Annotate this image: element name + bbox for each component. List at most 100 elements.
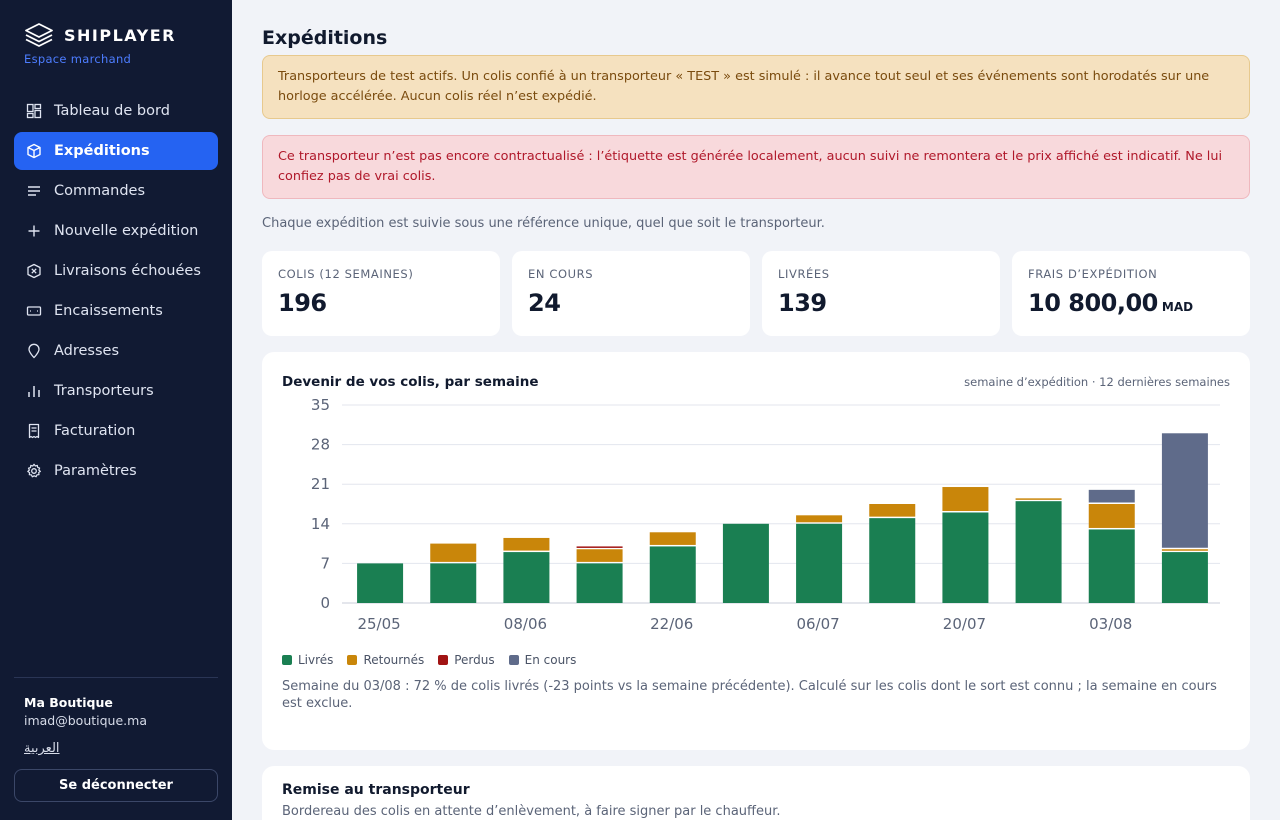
x-tick-label: 06/07 <box>796 615 839 633</box>
bar-segment <box>576 563 623 603</box>
kpi-label: Frais d’expédition <box>1028 267 1158 281</box>
legend-label: Livrés <box>298 653 334 667</box>
x-tick-label: 20/07 <box>943 615 986 633</box>
chart-caption: semaine d’expédition · 12 dernières sema… <box>964 375 1230 389</box>
account-name: Ma Boutique <box>24 695 113 710</box>
bar-segment <box>1088 504 1135 528</box>
kpi-value: 139 <box>778 289 984 317</box>
uncontracted-carrier-alert: Ce transporteur n’est pas encore contrac… <box>262 135 1250 199</box>
sidebar-item-label: Adresses <box>54 343 120 359</box>
y-tick-label: 0 <box>320 594 330 612</box>
bar-segment <box>1088 489 1135 503</box>
bar-segment <box>357 563 404 603</box>
sidebar-item-adresses[interactable]: Adresses <box>14 332 218 370</box>
sidebar-item-transporteurs[interactable]: Transporteurs <box>14 372 218 410</box>
sidebar-item-label: Expéditions <box>54 143 150 159</box>
x-tick-label: 25/05 <box>357 615 400 633</box>
kpi-label: En cours <box>528 267 594 281</box>
bar-segment <box>869 518 916 603</box>
legend-label: Retournés <box>363 653 425 667</box>
bar-segment <box>1161 552 1208 603</box>
weekly-outcome-chart: 0 7 14 21 28 35 25/05 08/06 22/06 06/07 20/07 03/08 <box>311 396 1220 633</box>
sidebar-item-tableau-de-bord[interactable]: Tableau de bord <box>14 92 218 130</box>
sidebar-item-label: Livraisons échouées <box>54 263 201 279</box>
chart-title: Devenir de vos colis, par semaine <box>282 374 539 390</box>
sidebar-item-label: Commandes <box>54 183 146 199</box>
kpi-unit: MAD <box>1161 300 1194 314</box>
handover-subtitle: Bordereau des colis en attente d’enlèvem… <box>282 804 781 819</box>
bar-segment <box>576 549 623 562</box>
sidebar-item-commandes[interactable]: Commandes <box>14 172 218 210</box>
kpi-value: 24 <box>528 289 734 317</box>
sidebar-item-label: Transporteurs <box>54 383 154 399</box>
logout-button[interactable]: Se déconnecter <box>14 769 218 802</box>
sidebar-item-expeditions[interactable]: Expéditions <box>14 132 218 170</box>
sidebar-item-label: Nouvelle expédition <box>54 223 199 239</box>
sidebar-item-label: Paramètres <box>54 463 137 479</box>
sidebar-nav: Tableau de bord Expéditions Commandes No… <box>14 92 218 492</box>
sidebar-item-label: Tableau de bord <box>54 103 170 119</box>
y-tick-label: 35 <box>311 396 330 414</box>
receipt-icon <box>26 423 42 439</box>
test-carriers-alert: Transporteurs de test actifs. Un colis c… <box>262 55 1250 119</box>
bar-segment <box>796 515 843 523</box>
bar-segment <box>942 512 989 603</box>
legend-label: Perdus <box>454 653 495 667</box>
weekly-outcome-chart-card: 0 7 14 21 28 35 25/05 08/06 22/06 06/07 20/07 03/08… <box>262 352 1250 750</box>
bar-segment <box>722 523 769 603</box>
sidebar-item-label: Facturation <box>54 423 136 439</box>
bar-segment <box>503 552 550 603</box>
bar-segment <box>1015 498 1062 500</box>
legend-item: Perdus <box>438 653 495 667</box>
intro-text: Chaque expédition est suivie sous une ré… <box>262 216 825 231</box>
account-email: imad@boutique.ma <box>24 713 147 728</box>
sidebar-item-label: Encaissements <box>54 303 163 319</box>
bar-segment <box>503 537 550 551</box>
brand[interactable]: SHIPLAYER <box>24 22 176 48</box>
bar-segment <box>430 543 477 562</box>
kpi-number: 24 <box>528 289 561 317</box>
legend-item: En cours <box>508 653 576 667</box>
sidebar-item-facturation[interactable]: Facturation <box>14 412 218 450</box>
handover-title: Remise au transporteur <box>282 782 470 798</box>
chart-legend: Livrés Retournés Perdus En cours <box>282 653 576 667</box>
kpi-number: 10 800,00 <box>1028 289 1158 317</box>
map-pin-icon <box>26 343 42 359</box>
x-tick-label: 03/08 <box>1089 615 1132 633</box>
bar-segment <box>1161 433 1208 548</box>
kpi-label: Livrées <box>778 267 830 281</box>
legend-swatch <box>438 655 449 665</box>
kpi-card-livrees: Livrées 139 <box>762 251 1000 336</box>
plus-icon <box>26 223 42 239</box>
legend-swatch <box>282 655 292 665</box>
bar-segment <box>796 523 843 603</box>
y-tick-label: 7 <box>320 554 330 572</box>
bar-segment <box>430 563 477 603</box>
y-tick-label: 14 <box>311 515 330 533</box>
sidebar-item-livraisons-echouees[interactable]: Livraisons échouées <box>14 252 218 290</box>
kpi-card-en-cours: En cours 24 <box>512 251 750 336</box>
banknote-icon <box>26 303 42 319</box>
x-tick-label: 22/06 <box>650 615 693 633</box>
x-tick-label: 08/06 <box>504 615 547 633</box>
bar-segment <box>869 504 916 517</box>
sidebar-item-nouvelle-expedition[interactable]: Nouvelle expédition <box>14 212 218 250</box>
kpi-number: 196 <box>278 289 327 317</box>
chart-note: Semaine du 03/08 : 72 % de colis livrés … <box>282 679 1217 711</box>
page-title: Expéditions <box>262 27 388 49</box>
bar-segment <box>1088 529 1135 603</box>
sidebar-item-parametres[interactable]: Paramètres <box>14 452 218 490</box>
legend-swatch <box>508 655 519 665</box>
bar-segment <box>1161 549 1208 551</box>
kpi-number: 139 <box>778 289 827 317</box>
legend-swatch <box>347 655 358 665</box>
dashboard-icon <box>26 103 42 119</box>
bar-segment <box>649 532 696 545</box>
y-tick-label: 21 <box>311 475 330 493</box>
legend-item: Retournés <box>347 653 424 667</box>
bar-segment <box>649 546 696 603</box>
sidebar-divider <box>14 677 218 678</box>
sidebar-item-encaissements[interactable]: Encaissements <box>14 292 218 330</box>
language-switch-link[interactable]: العربية <box>24 741 60 756</box>
kpi-value: 10 800,00 MAD <box>1028 289 1234 317</box>
